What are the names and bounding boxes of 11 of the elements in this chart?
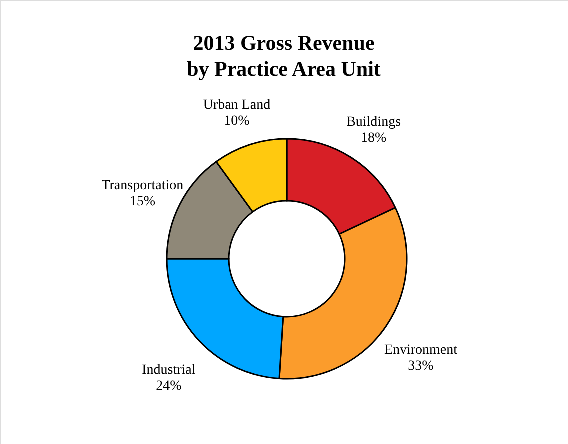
chart-title: 2013 Gross Revenue by Practice Area Unit (187, 31, 381, 81)
data-label: 24% (156, 378, 182, 394)
slice-label: Environment (384, 343, 458, 358)
slice-label: Industrial (142, 362, 196, 378)
slice-label: Urban Land (203, 98, 271, 113)
data-label: 15% (130, 194, 156, 210)
data-label: 33% (408, 359, 434, 374)
data-label: 10% (224, 114, 250, 129)
data-label: 18% (360, 131, 387, 146)
slice-label: Buildings (346, 115, 402, 130)
slice-label: Transportation (102, 178, 184, 194)
